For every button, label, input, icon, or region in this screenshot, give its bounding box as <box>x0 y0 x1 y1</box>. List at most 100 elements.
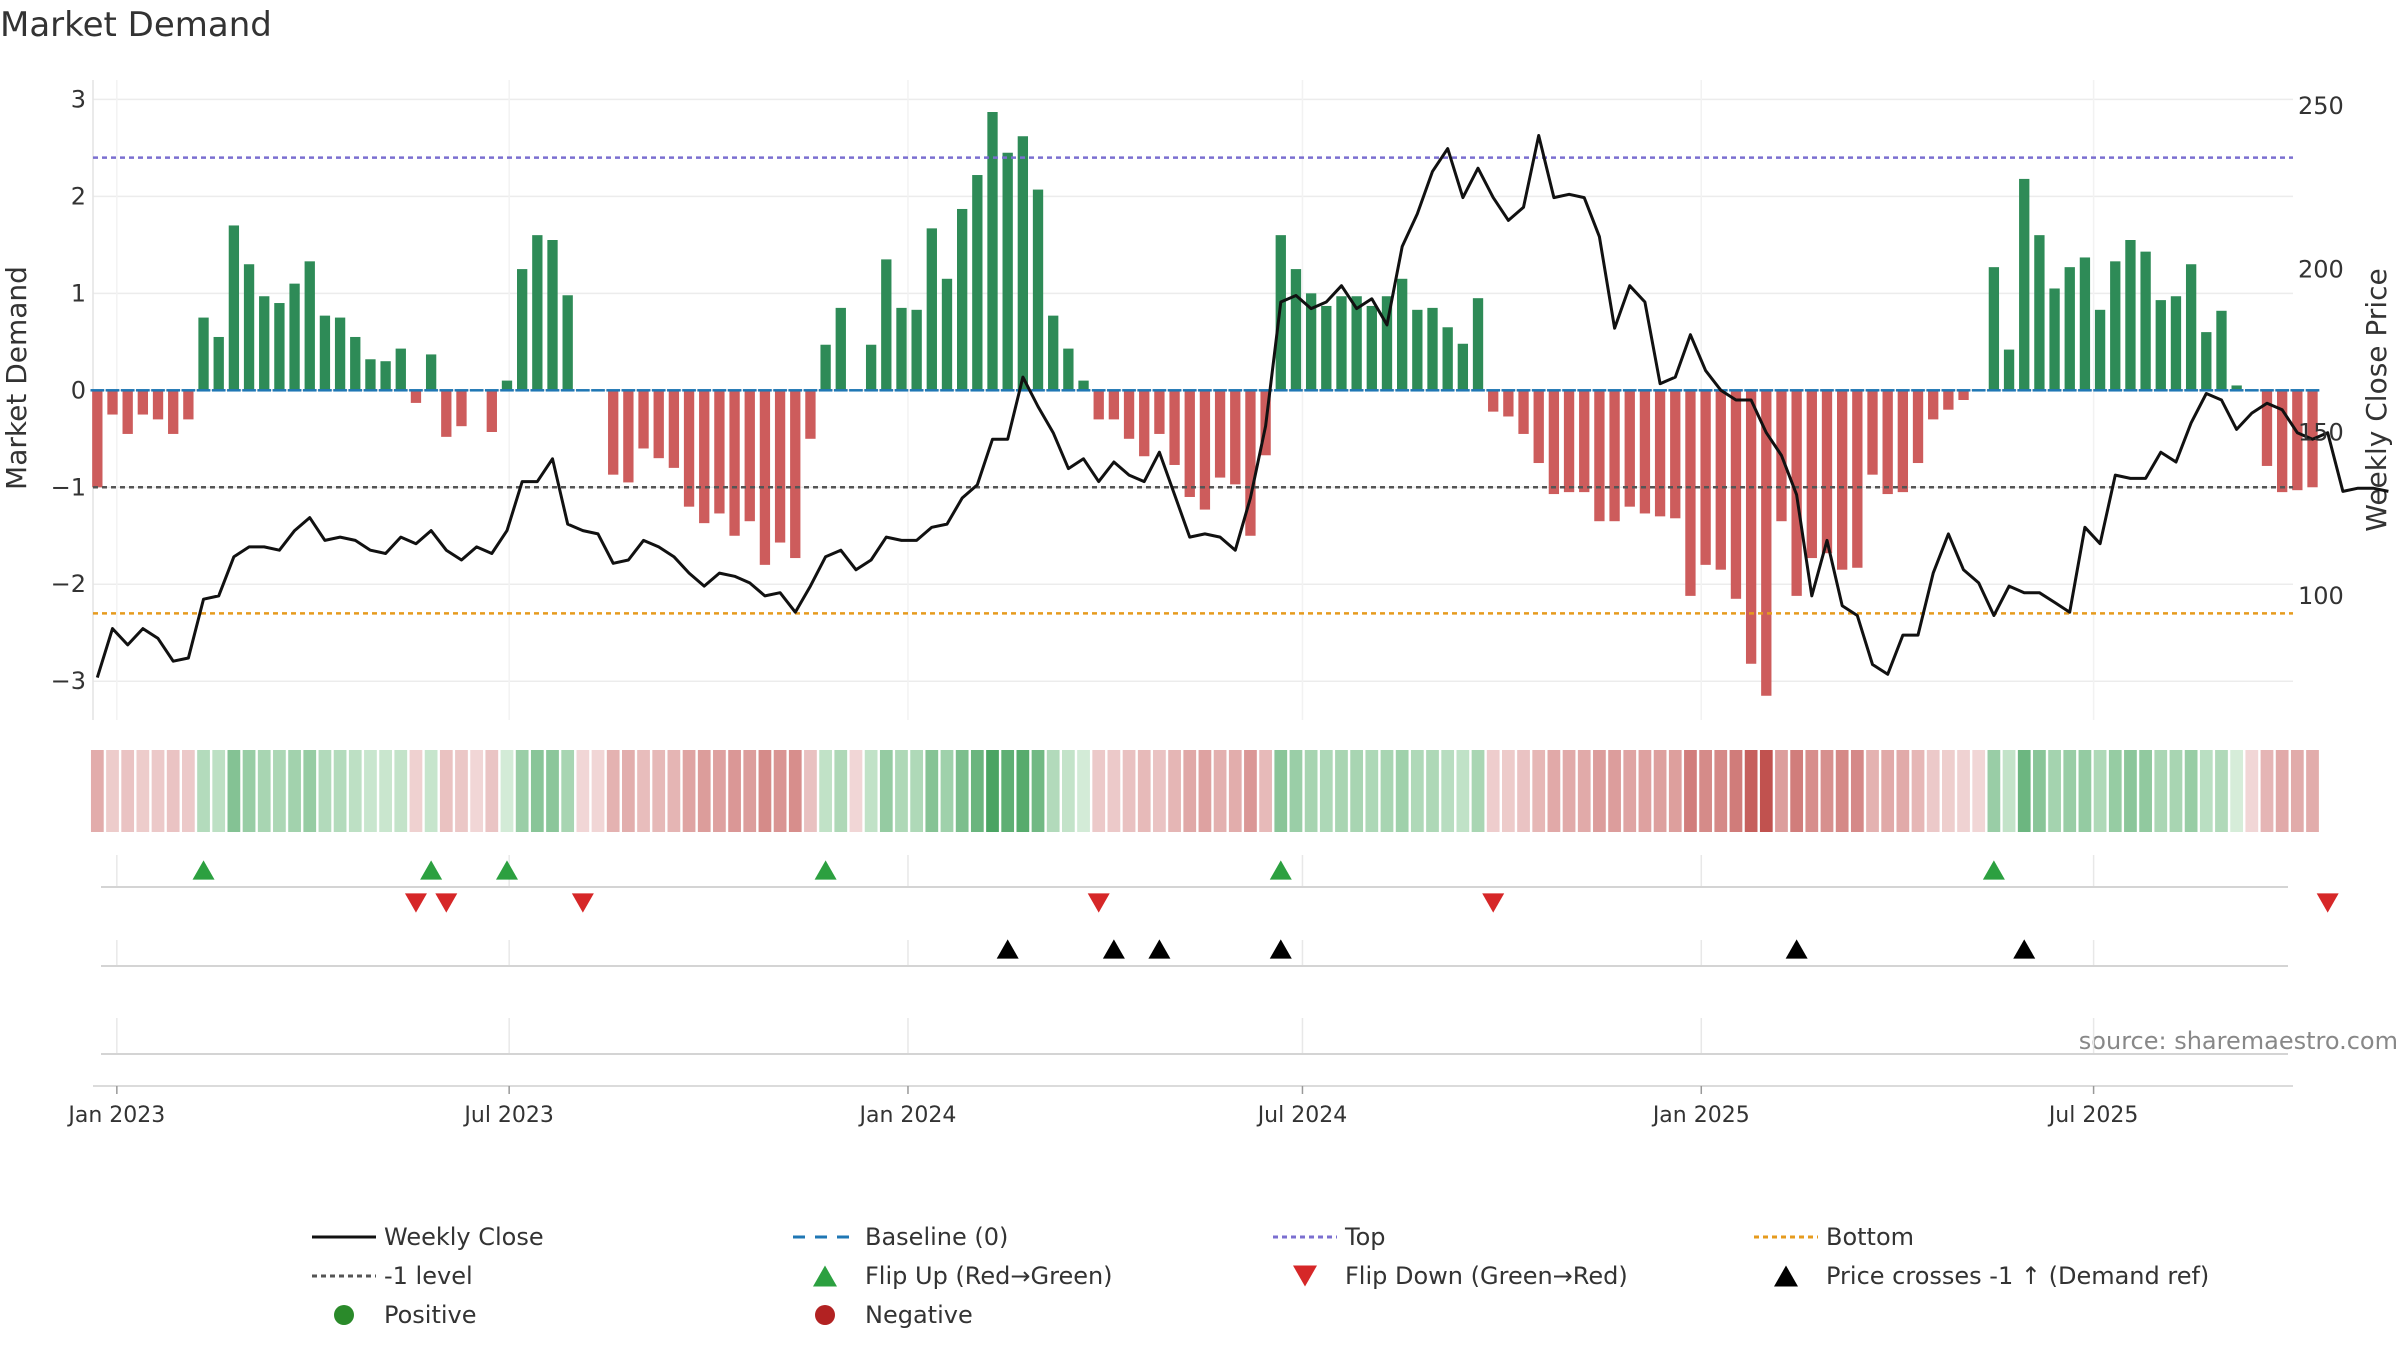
heat-cell <box>2063 750 2077 832</box>
demand-bar <box>2019 178 2030 391</box>
demand-bar <box>1321 305 1332 391</box>
heat-cell <box>1926 750 1940 832</box>
heat-cell <box>1744 750 1758 832</box>
heat-cell <box>2245 750 2259 832</box>
heat-cell <box>394 750 408 832</box>
heat-cell <box>713 750 726 832</box>
demand-bar <box>896 307 907 391</box>
y2-tick-label: 200 <box>2298 255 2344 283</box>
demand-bar <box>183 390 194 420</box>
legend-label: Weekly Close <box>384 1223 544 1251</box>
demand-bar <box>92 390 103 488</box>
demand-bar <box>1108 390 1120 420</box>
heat-cell <box>1593 750 1606 832</box>
heat-cell <box>2230 750 2244 832</box>
heat-cell <box>1304 750 1318 832</box>
heat-cell <box>2169 750 2183 832</box>
y-tick-label: −3 <box>51 667 86 695</box>
heat-cell <box>1850 750 1864 832</box>
chart-title: Market Demand <box>0 5 272 45</box>
demand-bar <box>1093 390 1104 420</box>
heat-cell <box>288 750 301 832</box>
heat-cell <box>2048 750 2061 832</box>
demand-bar <box>1897 390 1909 493</box>
x-tick-label: Jul 2024 <box>1256 1103 1348 1128</box>
heat-cell <box>500 750 514 832</box>
demand-bar <box>425 354 437 391</box>
heat-cell <box>1684 750 1697 832</box>
heat-cell <box>1866 750 1879 832</box>
heat-cell <box>181 750 195 832</box>
heat-cell <box>2108 750 2122 832</box>
demand-bar <box>2292 390 2303 491</box>
demand-bar <box>2261 390 2273 466</box>
demand-bar <box>1700 390 1711 565</box>
demand-bar <box>1336 296 1347 391</box>
demand-bar <box>2079 257 2091 391</box>
y-axis-label: Market Demand <box>0 266 33 490</box>
x-tick-label: Jan 2023 <box>66 1103 165 1128</box>
demand-bar <box>881 259 892 391</box>
demand-bar <box>1958 390 1969 400</box>
demand-bar <box>1761 390 1772 696</box>
heat-cell <box>1153 750 1166 832</box>
heat-cell <box>1972 750 1986 832</box>
demand-bar <box>2125 240 2136 391</box>
demand-bar <box>1745 390 1757 664</box>
heat-cell <box>273 750 286 832</box>
heat-cell <box>1486 750 1500 832</box>
y-tick-label: 1 <box>71 279 86 307</box>
demand-bar <box>1381 296 1393 391</box>
heat-cell <box>318 750 332 832</box>
demand-bar <box>1351 296 1362 391</box>
signal-rows <box>192 860 2339 959</box>
heat-cell <box>1623 750 1637 832</box>
demand-bar <box>137 390 149 415</box>
heat-cell <box>819 750 832 832</box>
heat-strip <box>90 750 2319 832</box>
heat-cell <box>864 750 878 832</box>
demand-bar <box>1533 390 1544 464</box>
demand-bar <box>1305 293 1317 391</box>
demand-bar <box>608 390 619 475</box>
heat-cell <box>2199 750 2213 832</box>
heat-cell <box>1759 750 1773 832</box>
demand-bar <box>865 344 877 391</box>
demand-bar <box>198 317 209 391</box>
heat-cell <box>1729 750 1743 832</box>
heat-cell <box>1820 750 1834 832</box>
heat-cell <box>728 750 741 832</box>
heat-cell <box>1244 750 1257 832</box>
demand-bar <box>410 390 422 403</box>
heat-cell <box>2184 750 2198 832</box>
heat-cell <box>2139 750 2152 832</box>
signal-marker <box>996 939 1019 959</box>
heat-cell <box>1835 750 1849 832</box>
demand-bar <box>1230 390 1241 485</box>
demand-bar <box>1017 136 1029 391</box>
heat-cell <box>1213 750 1227 832</box>
heat-cell <box>2093 750 2107 832</box>
heat-cell <box>1395 750 1409 832</box>
heat-cell <box>227 750 241 832</box>
demand-bar <box>759 390 771 565</box>
demand-bar <box>532 235 543 391</box>
demand-bar <box>547 240 558 391</box>
heat-cell <box>379 750 392 832</box>
demand-bar <box>2216 310 2227 391</box>
signal-marker <box>571 893 594 913</box>
demand-bar <box>1488 390 1499 412</box>
y-tick-label: 0 <box>71 376 86 404</box>
demand-bar <box>1397 278 1408 391</box>
heat-cell <box>303 750 317 832</box>
demand-bar <box>1609 390 1620 522</box>
demand-bar <box>835 307 846 391</box>
y-tick-label: −1 <box>51 473 86 501</box>
heat-cell <box>621 750 635 832</box>
demand-bar <box>926 228 937 391</box>
heat-cell <box>2033 750 2046 832</box>
demand-bar <box>1928 390 1939 420</box>
demand-bar <box>441 390 452 437</box>
heat-cell <box>1168 750 1181 832</box>
demand-bar <box>1594 390 1605 522</box>
